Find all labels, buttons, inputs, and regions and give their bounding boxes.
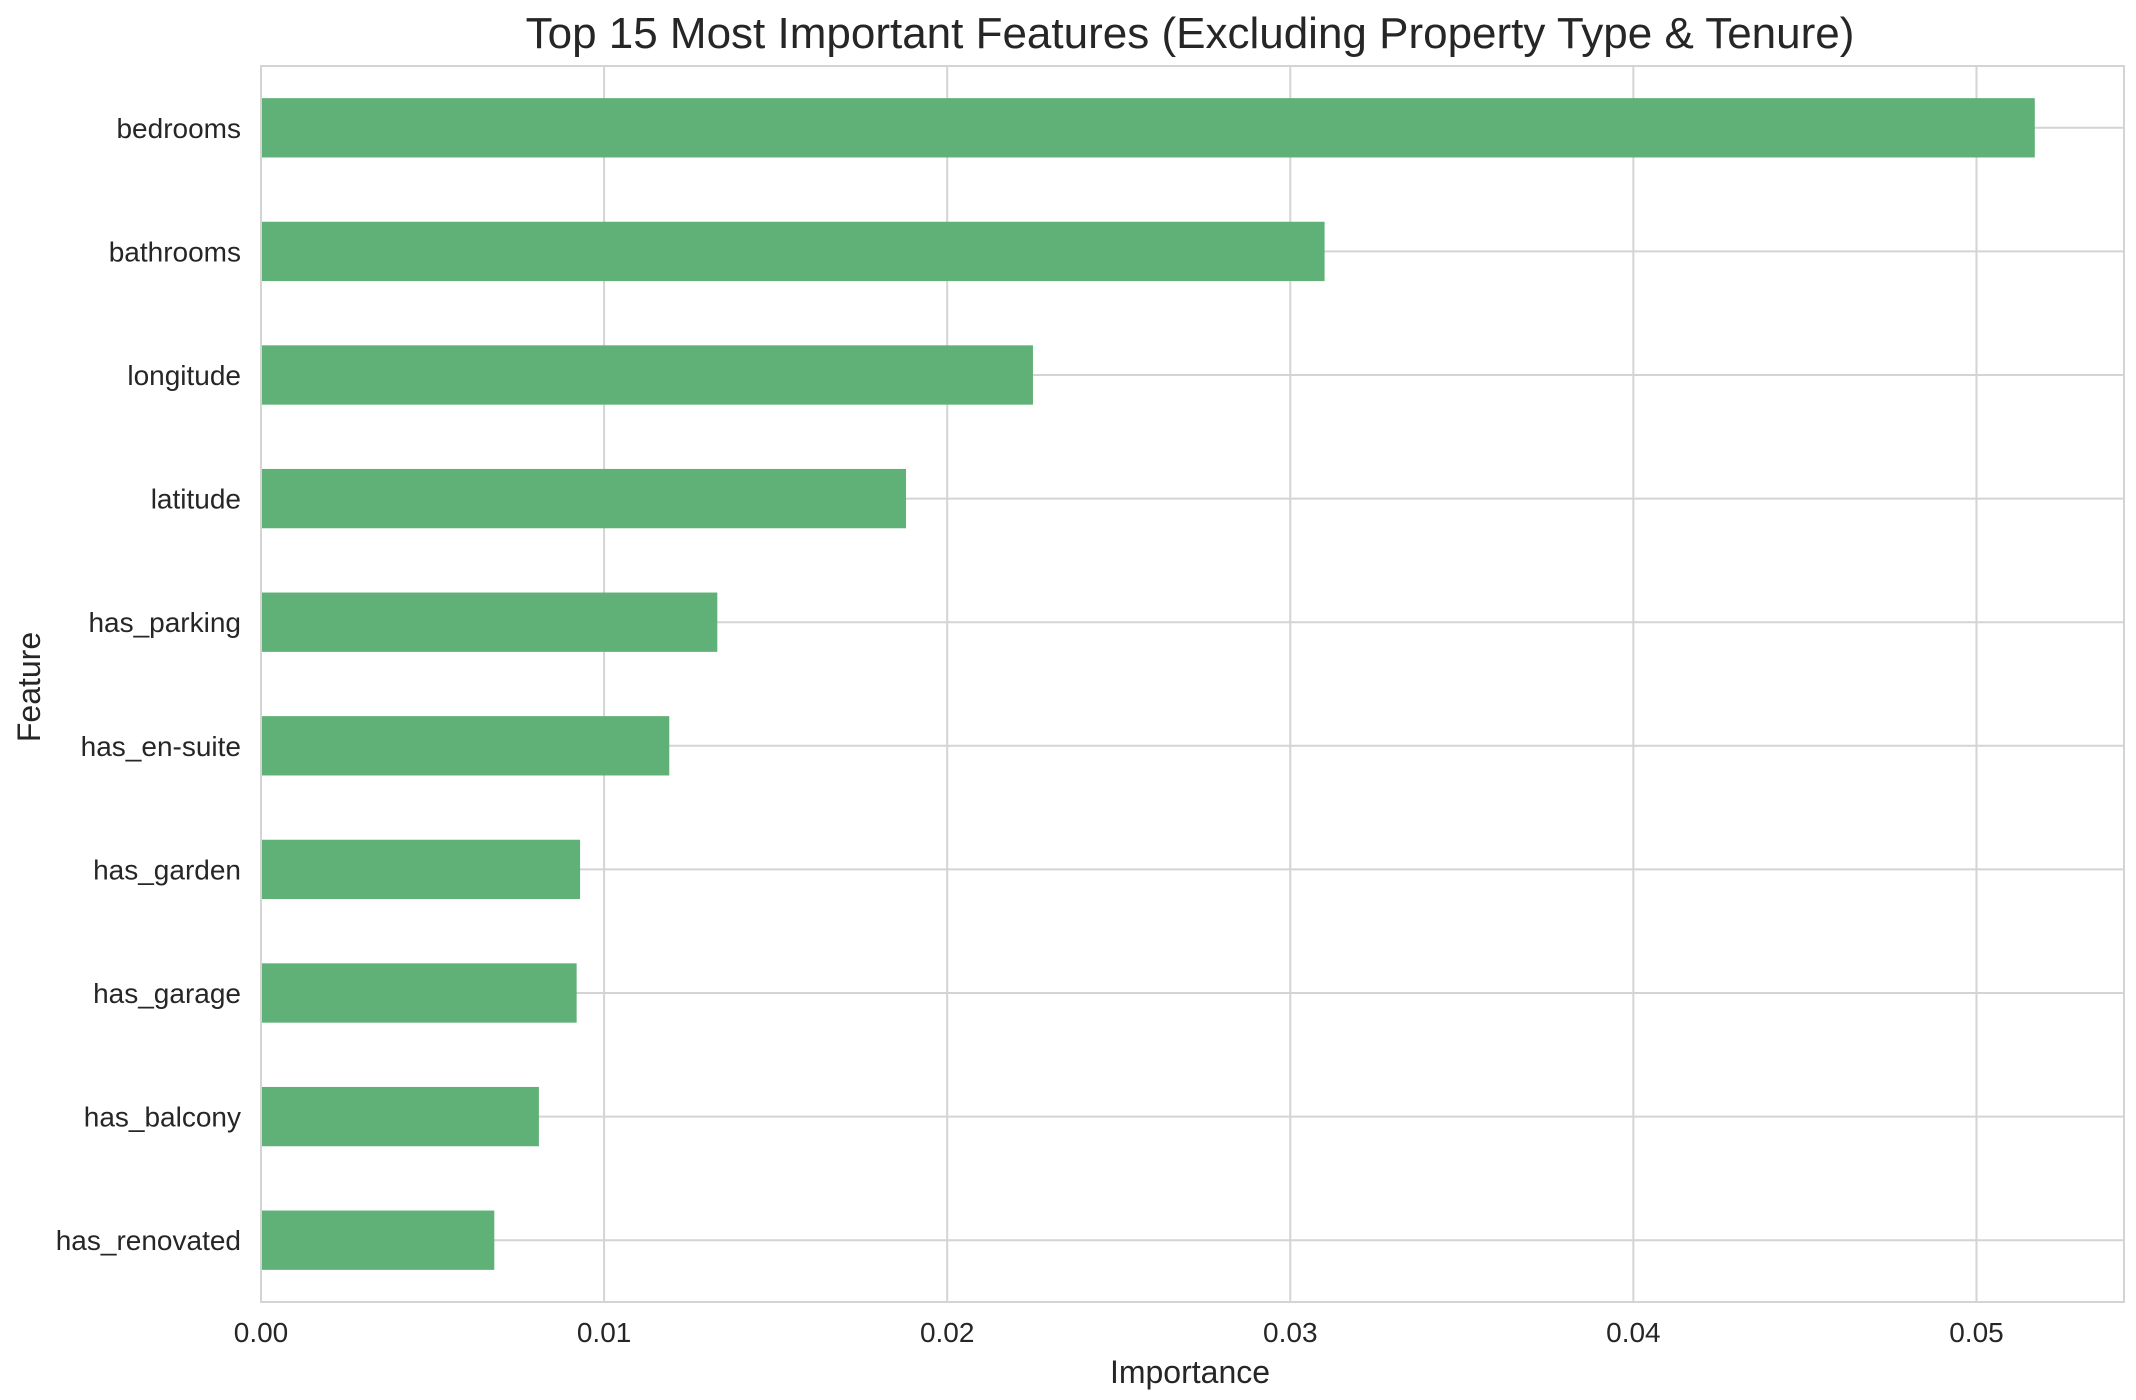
bar-has_garden — [261, 839, 581, 900]
plot-frame — [260, 65, 2125, 1303]
chart-title: Top 15 Most Important Features (Excludin… — [526, 9, 1855, 58]
y-tick-label: has_en-suite — [81, 731, 241, 762]
x-tick-label: 0.05 — [1949, 1317, 2004, 1348]
y-tick-label: has_parking — [88, 607, 241, 638]
y-tick-label: bathrooms — [109, 236, 241, 267]
y-axis-label: Feature — [11, 632, 47, 742]
y-tick-label: has_garage — [93, 978, 241, 1009]
y-tick-label: has_renovated — [56, 1225, 241, 1256]
bar-bedrooms — [261, 98, 2035, 158]
x-tick-label: 0.04 — [1606, 1317, 1661, 1348]
y-tick-label: has_balcony — [84, 1102, 241, 1133]
bar-longitude — [261, 345, 1033, 405]
y-tick-label: longitude — [127, 360, 241, 391]
x-tick-label: 0.03 — [1263, 1317, 1318, 1348]
bar-has_balcony — [261, 1086, 539, 1147]
bar-has_en-suite — [261, 716, 670, 776]
bar-latitude — [261, 468, 907, 529]
x-axis-label: Importance — [1110, 1354, 1270, 1390]
plot-border — [260, 65, 2125, 1303]
x-tick-labels: 0.00 0.01 0.02 0.03 0.04 0.05 — [234, 1317, 2004, 1348]
y-tick-labels: bedrooms bathrooms longitude latitude has_pa… — [56, 113, 241, 1256]
x-tick-label: 0.00 — [234, 1317, 289, 1348]
y-tick-label: bedrooms — [116, 113, 241, 144]
y-tick-label: latitude — [151, 484, 241, 515]
bar-has_garage — [261, 963, 577, 1023]
bars — [261, 98, 2035, 1270]
x-tick-label: 0.01 — [577, 1317, 632, 1348]
bar-has_renovated — [261, 1210, 495, 1270]
y-tick-label: has_garden — [93, 854, 241, 885]
bar-has_parking — [261, 592, 718, 652]
x-tick-label: 0.02 — [920, 1317, 975, 1348]
bar-bathrooms — [261, 221, 1325, 282]
